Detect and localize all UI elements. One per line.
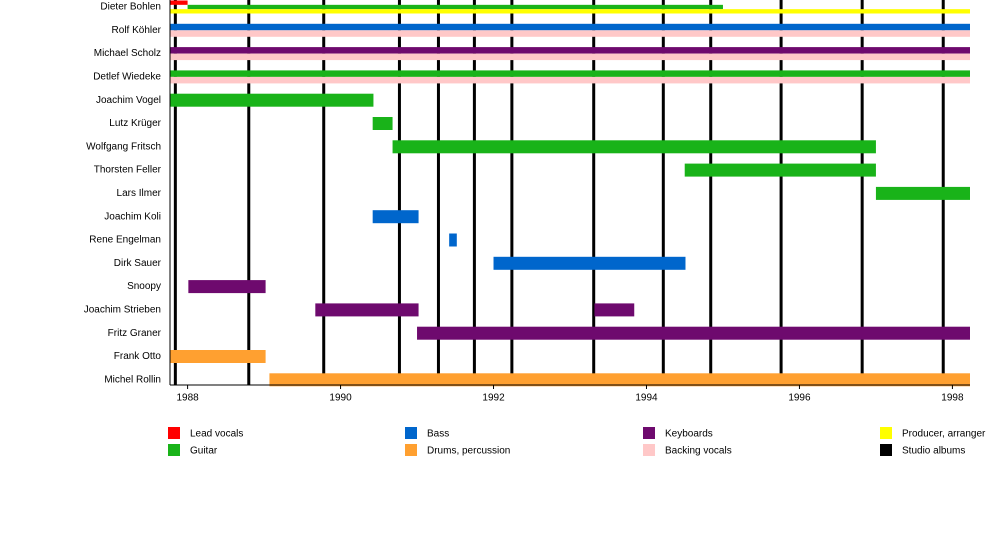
y-tick-label: Thorsten Feller	[94, 165, 162, 176]
bar	[170, 23, 970, 31]
x-tick-label: 1992	[482, 393, 505, 404]
bar	[170, 76, 970, 84]
y-tick-label: Michel Rollin	[104, 374, 161, 385]
legend-swatch	[405, 444, 417, 456]
bar	[684, 163, 876, 177]
bar	[493, 256, 686, 270]
y-tick-label: Dieter Bohlen	[100, 2, 161, 13]
bar	[392, 140, 876, 154]
bar	[269, 373, 970, 387]
legend-swatch	[643, 427, 655, 439]
legend-swatch	[168, 427, 180, 439]
bar	[372, 117, 393, 130]
y-tick-label: Joachim Strieben	[84, 305, 161, 316]
legend-label: Studio albums	[902, 446, 965, 457]
legend-label: Backing vocals	[665, 446, 732, 457]
bar	[170, 47, 970, 54]
x-tick-label: 1996	[788, 393, 811, 404]
y-tick-label: Michael Scholz	[94, 48, 161, 59]
bar	[417, 326, 970, 340]
bar	[170, 0, 188, 5]
y-tick-label: Wolfgang Fritsch	[86, 141, 161, 152]
bar	[170, 70, 970, 77]
bar	[170, 53, 970, 61]
legend-label: Bass	[427, 429, 449, 440]
legend-swatch	[880, 427, 892, 439]
x-tick-label: 1994	[635, 393, 658, 404]
bar	[170, 350, 266, 363]
legend-swatch	[405, 427, 417, 439]
y-tick-label: Rolf Köhler	[112, 25, 162, 36]
legend-label: Producer, arranger	[902, 429, 986, 440]
legend-swatch	[643, 444, 655, 456]
bar	[315, 303, 419, 317]
bar	[449, 233, 457, 247]
bar	[372, 210, 419, 224]
x-tick-label: 1990	[329, 393, 352, 404]
y-tick-label: Snoopy	[127, 281, 161, 292]
bar	[170, 93, 374, 107]
y-tick-label: Joachim Vogel	[96, 95, 161, 106]
bar	[875, 186, 970, 200]
legend-swatch	[880, 444, 892, 456]
bar	[170, 30, 970, 37]
y-tick-label: Frank Otto	[114, 351, 162, 362]
legend-label: Drums, percussion	[427, 446, 510, 457]
legend-label: Guitar	[190, 446, 218, 457]
bar	[188, 280, 266, 294]
x-tick-label: 1998	[941, 393, 964, 404]
legend-label: Lead vocals	[190, 429, 243, 440]
y-tick-label: Detlef Wiedeke	[93, 72, 161, 83]
bar	[187, 4, 723, 10]
x-tick-label: 1988	[176, 393, 199, 404]
bar	[170, 9, 970, 14]
y-tick-label: Dirk Sauer	[114, 258, 162, 269]
y-tick-label: Fritz Graner	[108, 328, 162, 339]
legend-label: Keyboards	[665, 429, 713, 440]
y-tick-label: Rene Engelman	[89, 235, 161, 246]
y-tick-label: Lutz Krüger	[109, 118, 161, 129]
y-tick-label: Lars Ilmer	[117, 188, 162, 199]
y-tick-label: Joachim Koli	[104, 211, 161, 222]
bar	[594, 303, 635, 317]
legend-swatch	[168, 444, 180, 456]
